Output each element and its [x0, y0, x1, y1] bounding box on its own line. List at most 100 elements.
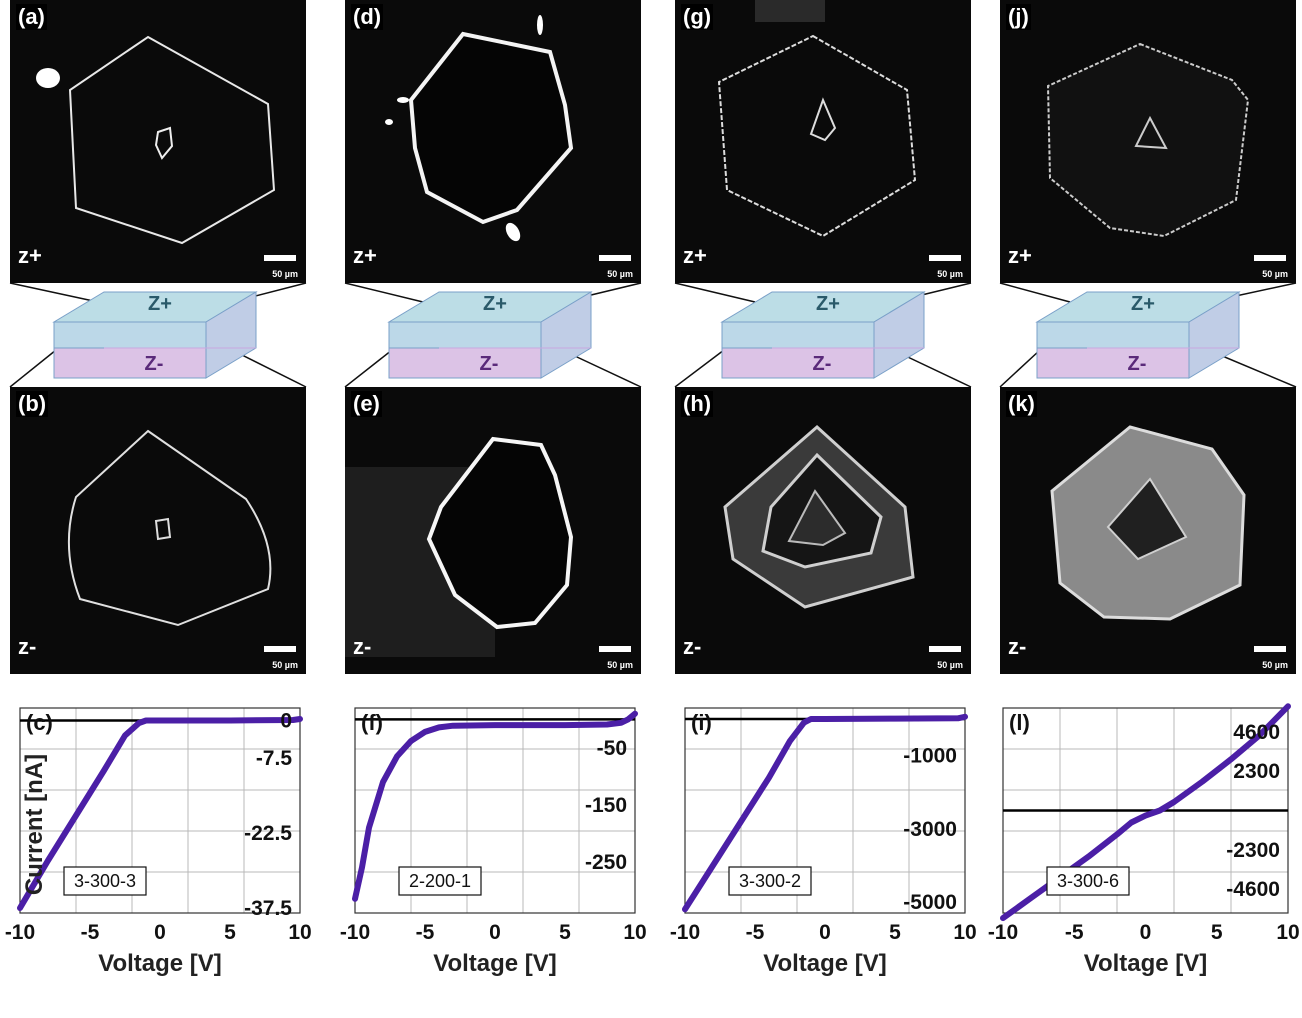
crystal-outline-e [345, 436, 574, 657]
side-label-d: z+ [353, 243, 377, 268]
box-top-label: Z+ [148, 293, 172, 315]
plot-frame [354, 707, 636, 914]
iv-curve [352, 710, 638, 902]
x-axis-label: Voltage [V] [763, 950, 887, 977]
box-diagram-1: Z+ Z- [50, 288, 262, 382]
chart-1: -10 -5 0 5 10 0 -7.5 -22.5 -37.5 (c) 3-300-3 Voltag… [5, 707, 312, 977]
box-bottom-label: Z- [1128, 353, 1147, 375]
sample-id: 2-200-1 [409, 871, 471, 891]
panel-label-h: (h) [681, 391, 714, 417]
crystal-outline-a [36, 35, 276, 245]
box-bottom-label: Z- [813, 353, 832, 375]
scale-bar-d [599, 255, 631, 261]
x-tick-label: 0 [489, 921, 501, 944]
crystal-outline-k [1050, 425, 1246, 621]
y-tick-label: -1000 [903, 745, 957, 768]
plot-panel-label: (f) [361, 710, 383, 735]
x-tick-label: -10 [5, 921, 35, 944]
box-bottom-label: Z- [145, 353, 164, 375]
scale-bar-h [929, 646, 961, 652]
micrograph-k: (k) z- 50 µm [1000, 387, 1296, 674]
y-tick-label: -250 [585, 851, 627, 874]
x-tick-label: 5 [224, 921, 236, 944]
side-label-k: z- [1008, 634, 1027, 659]
panel-label-j: (j) [1006, 4, 1031, 30]
micrograph-a: (a) z+ 50 µm [10, 0, 306, 283]
scale-text-j: 50 µm [1262, 269, 1288, 279]
crystal-outline-h [723, 424, 915, 609]
micrograph-h: (h) z- 50 µm [675, 387, 971, 674]
x-tick-label: 10 [1276, 921, 1299, 944]
side-label-e: z- [353, 634, 372, 659]
plot-panel-label: (i) [691, 710, 712, 735]
sample-box [728, 866, 812, 896]
x-tick-label: 5 [889, 921, 901, 944]
sample-id: 3-300-2 [739, 871, 801, 891]
y-tick-label: -4600 [1226, 878, 1280, 901]
y-tick-label: 0 [280, 710, 292, 733]
x-tick-label: 5 [1211, 921, 1223, 944]
side-label-j: z+ [1008, 243, 1032, 268]
scale-bar-e [599, 646, 631, 652]
x-tick-label: -5 [416, 921, 435, 944]
panel-label-k: (k) [1006, 391, 1037, 417]
sample-id: 3-300-6 [1057, 871, 1119, 891]
x-axis-label: Voltage [V] [433, 950, 557, 977]
scale-text-d: 50 µm [607, 269, 633, 279]
micrograph-g: (g) z+ 50 µm [675, 0, 971, 283]
y-tick-label: -50 [597, 737, 627, 760]
box-top-label: Z+ [816, 293, 840, 315]
plot-panel-label: (l) [1009, 710, 1030, 735]
micrograph-b: (b) z- 50 µm [10, 387, 306, 674]
x-axis-label: Voltage [V] [98, 950, 222, 977]
x-tick-label: 10 [288, 921, 311, 944]
micrograph-e: (e) z- 50 µm [345, 387, 641, 674]
side-label-g: z+ [683, 243, 707, 268]
scale-text-g: 50 µm [937, 269, 963, 279]
y-tick-label: 4600 [1233, 721, 1280, 744]
y-tick-label: -7.5 [256, 747, 293, 770]
panel-label-d: (d) [351, 4, 384, 30]
box-top-label: Z+ [1131, 293, 1155, 315]
box-diagram-4: Z+ Z- [1033, 288, 1245, 382]
scale-bar-j [1254, 255, 1286, 261]
x-tick-label: -5 [1065, 921, 1084, 944]
iv-plots: -10 -5 0 5 100-7.5-22.5-37.5(c)3-300-3Voltag… [5, 703, 1300, 977]
scale-text-e: 50 µm [607, 660, 633, 670]
y-tick-label: -22.5 [244, 822, 292, 845]
x-tick-label: -10 [988, 921, 1018, 944]
scale-bar-k [1254, 646, 1286, 652]
side-label-b: z- [18, 634, 37, 659]
plot-frame [684, 707, 966, 914]
x-tick-label: -10 [340, 921, 370, 944]
y-tick-label: -150 [585, 794, 627, 817]
x-tick-label: 0 [819, 921, 831, 944]
scale-bar-a [264, 255, 296, 261]
scale-bar-b [264, 646, 296, 652]
panel-label-e: (e) [351, 391, 382, 417]
crystal-outline-g [717, 0, 917, 238]
box-top-label: Z+ [483, 293, 507, 315]
panel-label-a: (a) [16, 4, 47, 30]
scale-text-h: 50 µm [937, 660, 963, 670]
x-tick-label: 10 [623, 921, 646, 944]
x-tick-label: -10 [670, 921, 700, 944]
chart-4: -10 -5 0 5 10 4600 2300 -2300 -4600 (l) 3-300-6 Vol… [988, 703, 1300, 977]
sample-box [1046, 866, 1130, 896]
crystal-outline-j [1046, 42, 1250, 238]
chart-3: -10 -5 0 5 10 -1000 -3000 -5000 (i) 3-300-2 Voltag… [670, 707, 977, 977]
scale-text-a: 50 µm [272, 269, 298, 279]
scale-text-k: 50 µm [1262, 660, 1288, 670]
sample-box [63, 866, 147, 896]
x-tick-label: -5 [81, 921, 100, 944]
side-label-h: z- [683, 634, 702, 659]
y-tick-label: -3000 [903, 818, 957, 841]
x-tick-label: 10 [953, 921, 976, 944]
y-tick-label: -5000 [903, 891, 957, 914]
y-tick-label: -37.5 [244, 897, 292, 920]
y-tick-label: -2300 [1226, 839, 1280, 862]
sample-box [398, 866, 482, 896]
x-tick-label: 0 [154, 921, 166, 944]
plot-frame [19, 707, 301, 914]
